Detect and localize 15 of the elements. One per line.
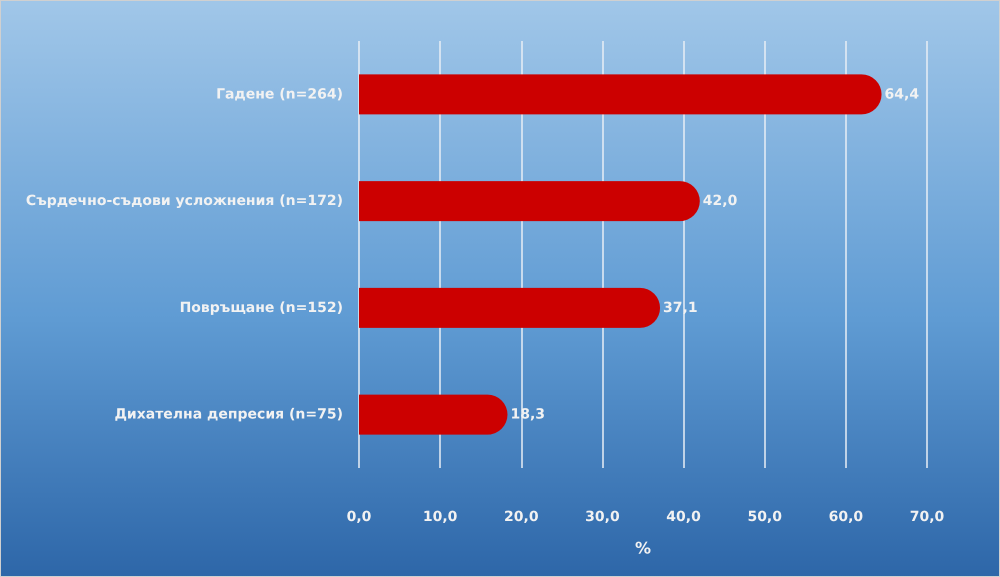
data-label: 64,4 [884, 86, 920, 102]
x-tick-label: 40,0 [666, 509, 702, 525]
y-tick-label: Гадене (n=264) [216, 86, 343, 102]
x-tick-label: 0,0 [346, 509, 372, 525]
x-tick-label: 20,0 [504, 509, 539, 525]
y-tick-label: Дихателна депресия (n=75) [114, 406, 343, 423]
x-tick-label: 60,0 [828, 509, 864, 525]
x-tick-label: 50,0 [747, 509, 782, 525]
x-tick-label: 70,0 [910, 509, 945, 525]
x-tick-label: 10,0 [422, 509, 458, 525]
y-tick-label: Сърдечно-съдови усложнения (n=172) [26, 193, 343, 210]
x-tick-label: 30,0 [585, 509, 620, 525]
y-tick-label: Повръщане (n=152) [180, 300, 343, 316]
data-label: 42,0 [702, 193, 738, 210]
x-axis-title: % [634, 538, 652, 558]
